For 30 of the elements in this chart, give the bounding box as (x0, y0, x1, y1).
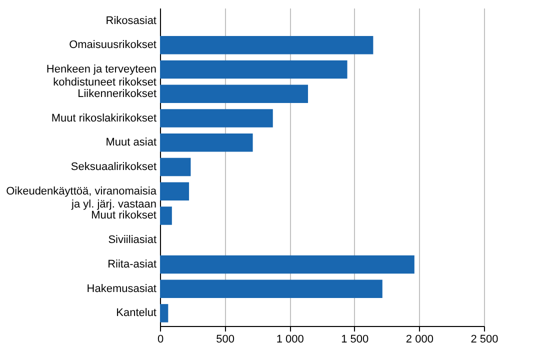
y-tick-label: Hakemusasiat (86, 282, 156, 295)
x-tick-label: 2 000 (406, 334, 434, 346)
y-tick-label: Seksuaalirikokset (70, 161, 156, 173)
bar (160, 36, 374, 54)
y-tick-label: Muut rikoslakirikokset (51, 112, 156, 124)
x-tick-label: 1 000 (276, 334, 304, 346)
bar (160, 182, 190, 201)
x-tick-label: 500 (216, 334, 234, 346)
bar (160, 109, 273, 128)
y-tick-label: Rikosasiat (106, 14, 156, 27)
y-tick-label: Muut asiat (106, 136, 156, 149)
y-tick-label: Siviiliasiat (108, 234, 156, 246)
bar (160, 280, 382, 298)
y-tick-label: Omaisuusrikokset (69, 39, 156, 52)
y-tick-label: Henkeen ja terveyteen kohdistuneet rikokset (46, 64, 156, 89)
bar (160, 84, 308, 104)
y-tick-label: Oikeudenkäyttöä, viranomaisia ja yl. järj. vastaan (6, 185, 158, 210)
y-tick-label: Liikennerikokset (78, 88, 156, 100)
bar (160, 255, 414, 274)
bar (160, 304, 168, 322)
y-tick-label: Kantelut (116, 307, 156, 320)
x-tick-label: 0 (157, 334, 164, 346)
bar (160, 133, 253, 152)
y-tick-label: Muut rikokset (91, 210, 156, 222)
bar (160, 60, 348, 79)
bar (160, 158, 191, 176)
x-tick-label: 2 500 (470, 334, 498, 346)
y-tick-label: Riita-asiat (108, 258, 156, 270)
x-tick-label: 1 500 (341, 334, 369, 346)
bar (160, 206, 172, 225)
